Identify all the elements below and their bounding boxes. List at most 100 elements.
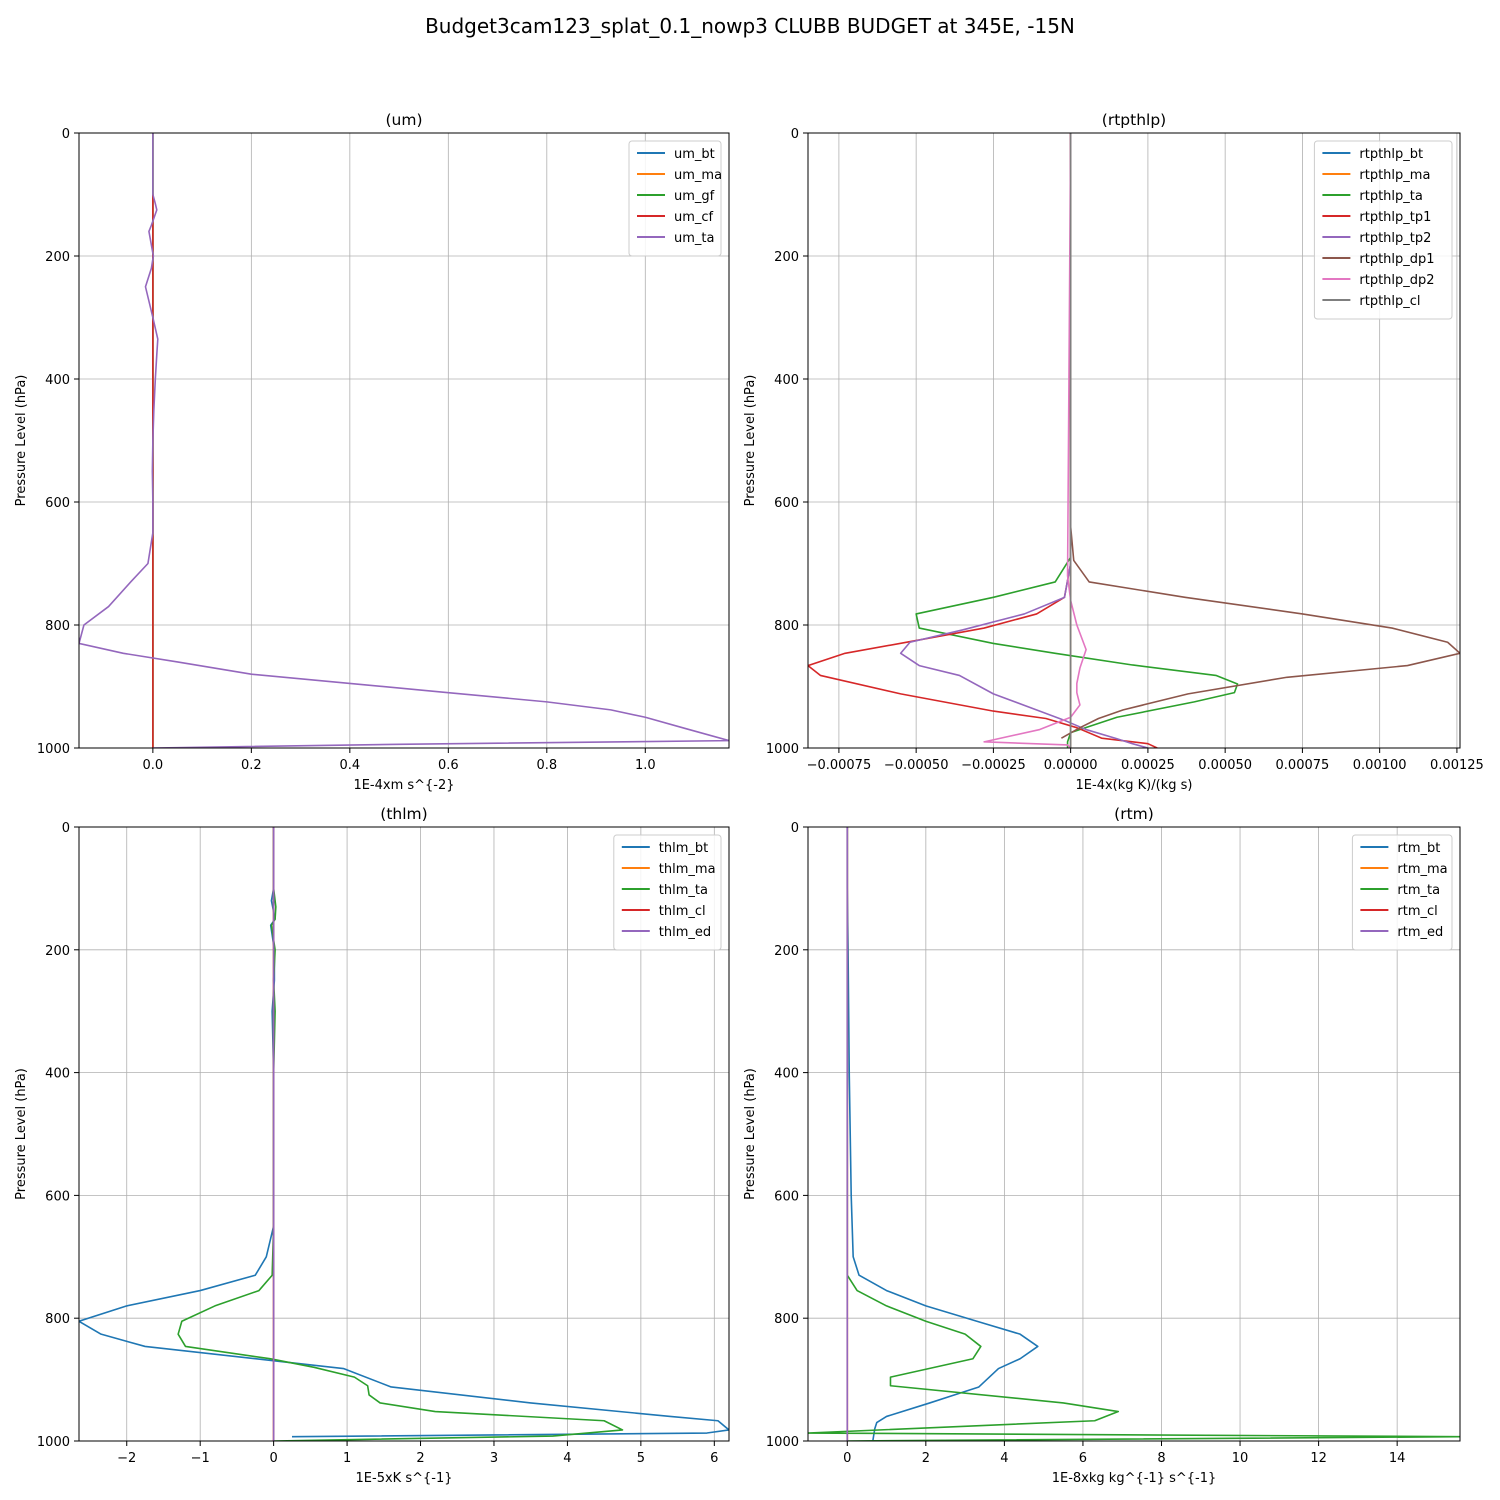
x-tick-label: 14 bbox=[1389, 1451, 1406, 1466]
y-tick-label: 400 bbox=[774, 1067, 799, 1082]
series-line-rtpthlp-dp2 bbox=[983, 133, 1087, 748]
y-tick-label: 400 bbox=[774, 373, 799, 388]
x-tick-label: −2 bbox=[117, 1451, 136, 1466]
x-axis-label: 1E-8xkg kg^{-1} s^{-1} bbox=[1052, 1471, 1217, 1486]
y-tick-label: 1000 bbox=[766, 742, 799, 757]
x-tick-label: 12 bbox=[1310, 1451, 1327, 1466]
x-tick-label: −0.00050 bbox=[884, 758, 949, 773]
legend-label-thlm-bt: thlm_bt bbox=[659, 841, 708, 856]
legend: rtm_bt rtm_ma rtm_ta rtm_cl rtm_ed bbox=[1351, 834, 1453, 951]
x-axis-label: 1E-4xm s^{-2} bbox=[353, 778, 454, 793]
x-tick-label: 3 bbox=[490, 1451, 498, 1466]
y-tick-label: 800 bbox=[45, 1312, 70, 1327]
panel-rtpthlp: −0.00075 −0.00050 −0.00025 0.00000 0.00025 0.… bbox=[743, 111, 1484, 793]
legend-label-rtpthlp-dp1: rtpthlp_dp1 bbox=[1359, 252, 1434, 267]
y-tick-label: 800 bbox=[774, 619, 799, 634]
legend-label-rtpthlp-ta: rtpthlp_ta bbox=[1359, 189, 1422, 204]
y-tick-label: 200 bbox=[774, 250, 799, 265]
legend-label-um-ta: um_ta bbox=[674, 231, 714, 246]
x-tick-label: 0 bbox=[269, 1451, 277, 1466]
series-group bbox=[79, 133, 729, 748]
legend-label-rtm-ed: rtm_ed bbox=[1397, 925, 1443, 940]
y-tick-label: 400 bbox=[45, 373, 70, 388]
x-tick-label: 0.0 bbox=[143, 758, 164, 773]
x-tick-label: 0.00075 bbox=[1276, 758, 1330, 773]
legend-label-um-cf: um_cf bbox=[674, 210, 714, 225]
series-group bbox=[808, 133, 1460, 748]
x-tick-label: 0.4 bbox=[339, 758, 360, 773]
panel-thlm: −2 −1 0 1 2 3 4 5 6 0 200 400 600 800 1000 1E-5xK s^{-1… bbox=[14, 805, 730, 1486]
x-tick-label: 0.6 bbox=[438, 758, 459, 773]
legend-label-rtpthlp-cl: rtpthlp_cl bbox=[1359, 294, 1420, 309]
x-tick-label: 1.0 bbox=[635, 758, 656, 773]
x-tick-label: 0.8 bbox=[536, 758, 557, 773]
y-tick-label: 1000 bbox=[766, 1435, 799, 1450]
panel-title: (rtm) bbox=[1114, 805, 1154, 823]
x-axis-label: 1E-4x(kg K)/(kg s) bbox=[1076, 778, 1193, 793]
series-line-rtm-bt bbox=[846, 827, 1039, 1441]
legend: thlm_bt thlm_ma thlm_ta thlm_cl thlm_ed bbox=[613, 834, 722, 951]
series-line-rtpthlp-tp2 bbox=[899, 133, 1149, 748]
legend-label-um-bt: um_bt bbox=[674, 147, 715, 162]
x-tick-label: 1 bbox=[343, 1451, 351, 1466]
y-axis-label: Pressure Level (hPa) bbox=[743, 1068, 758, 1200]
y-tick-label: 200 bbox=[45, 250, 70, 265]
legend-label-rtm-cl: rtm_cl bbox=[1397, 904, 1437, 919]
y-tick-label: 0 bbox=[791, 821, 799, 836]
legend: um_bt um_ma um_gf um_cf um_ta bbox=[628, 140, 722, 257]
x-tick-label: 8 bbox=[1157, 1451, 1165, 1466]
legend-label-rtm-ta: rtm_ta bbox=[1397, 883, 1440, 898]
y-axis-label: Pressure Level (hPa) bbox=[14, 1068, 29, 1200]
legend-label-thlm-cl: thlm_cl bbox=[659, 904, 706, 919]
legend-label-rtm-ma: rtm_ma bbox=[1397, 862, 1447, 877]
x-tick-label: 0.00050 bbox=[1198, 758, 1252, 773]
x-tick-label: 2 bbox=[416, 1451, 424, 1466]
figure-title: Budget3cam123_splat_0.1_nowp3 CLUBB BUDG… bbox=[425, 14, 1075, 38]
x-tick-label: 0.00100 bbox=[1353, 758, 1407, 773]
series-line-um-ta bbox=[79, 133, 729, 748]
x-tick-label: 0.2 bbox=[241, 758, 262, 773]
legend-label-um-ma: um_ma bbox=[674, 168, 722, 183]
x-tick-label: 5 bbox=[637, 1451, 645, 1466]
y-tick-label: 600 bbox=[774, 1189, 799, 1204]
y-tick-label: 600 bbox=[45, 496, 70, 511]
series-group bbox=[79, 827, 729, 1441]
x-axis-label: 1E-5xK s^{-1} bbox=[356, 1471, 453, 1486]
y-tick-label: 0 bbox=[62, 127, 70, 142]
y-tick-label: 1000 bbox=[37, 742, 70, 757]
panel-title: (rtpthlp) bbox=[1102, 111, 1166, 129]
y-tick-label: 0 bbox=[791, 127, 799, 142]
y-tick-label: 800 bbox=[45, 619, 70, 634]
x-tick-label: 6 bbox=[710, 1451, 718, 1466]
legend-label-um-gf: um_gf bbox=[674, 189, 715, 204]
x-tick-label: −1 bbox=[191, 1451, 210, 1466]
panel-rtm: 0 2 4 6 8 10 12 14 0 200 400 600 800 1000 1E-8xkg kg^{… bbox=[743, 805, 1461, 1486]
x-tick-label: 4 bbox=[1000, 1451, 1008, 1466]
x-tick-label: 0.00025 bbox=[1121, 758, 1175, 773]
axes-frame bbox=[807, 826, 1461, 1442]
panel-um: 0.0 0.2 0.4 0.6 0.8 1.0 0 200 400 600 800 1000 1E-4x… bbox=[14, 111, 730, 793]
series-group bbox=[808, 827, 1460, 1441]
x-tick-label: 0.00000 bbox=[1044, 758, 1098, 773]
legend-box bbox=[1351, 834, 1453, 951]
axes-frame bbox=[78, 132, 730, 749]
x-tick-label: −0.00025 bbox=[961, 758, 1026, 773]
series-line-rtpthlp-ta bbox=[915, 133, 1239, 748]
legend-label-thlm-ta: thlm_ta bbox=[659, 883, 708, 898]
x-tick-label: 0.00125 bbox=[1430, 758, 1484, 773]
legend-label-rtm-bt: rtm_bt bbox=[1397, 841, 1440, 856]
y-tick-label: 200 bbox=[774, 944, 799, 959]
legend-box bbox=[613, 834, 722, 951]
axes-frame bbox=[78, 826, 730, 1442]
y-tick-label: 0 bbox=[62, 821, 70, 836]
legend-label-thlm-ed: thlm_ed bbox=[659, 925, 711, 940]
legend-label-rtpthlp-ma: rtpthlp_ma bbox=[1359, 168, 1430, 183]
x-tick-label: 2 bbox=[922, 1451, 930, 1466]
y-tick-label: 400 bbox=[45, 1067, 70, 1082]
series-line-rtpthlp-tp1 bbox=[808, 133, 1158, 748]
y-tick-label: 600 bbox=[774, 496, 799, 511]
series-line-rtpthlp-dp1 bbox=[1060, 133, 1460, 739]
legend-label-rtpthlp-tp2: rtpthlp_tp2 bbox=[1359, 231, 1431, 246]
x-tick-label: −0.00075 bbox=[807, 758, 872, 773]
axes-frame bbox=[807, 132, 1461, 749]
